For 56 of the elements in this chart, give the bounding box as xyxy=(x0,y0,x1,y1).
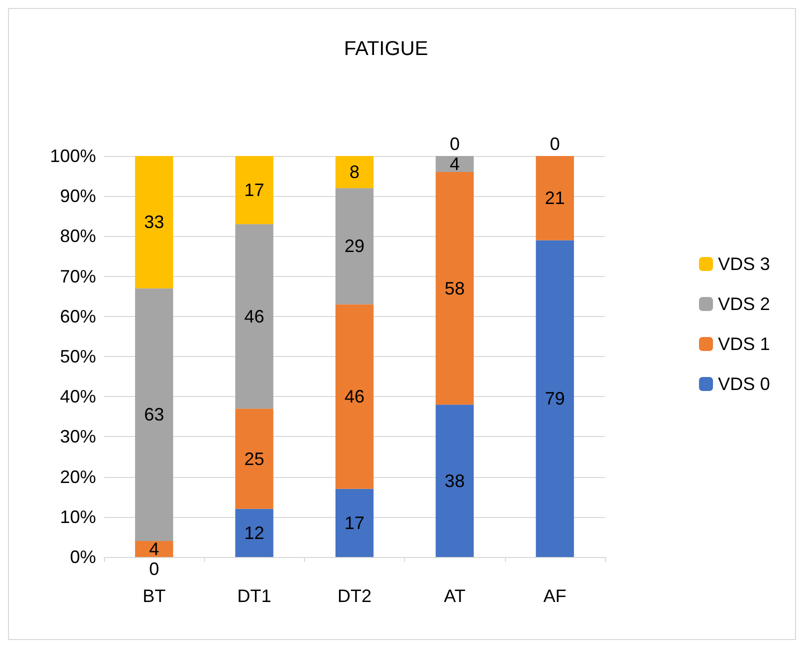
data-label: 17 xyxy=(344,512,365,533)
chart-title: FATIGUE xyxy=(344,38,428,60)
data-label: 63 xyxy=(144,404,164,425)
y-tick-label: 20% xyxy=(60,466,96,487)
bar xyxy=(436,404,474,557)
y-tick-label: 70% xyxy=(60,266,96,286)
bar xyxy=(335,304,374,489)
x-tick-label: DT2 xyxy=(337,586,372,606)
y-tick-label: 10% xyxy=(60,506,96,527)
y-tick-label: 90% xyxy=(60,186,96,206)
x-tick-label: DT1 xyxy=(237,586,272,606)
data-label: 0 xyxy=(550,134,560,154)
legend-label: VDS 3 xyxy=(718,254,770,274)
bar xyxy=(335,188,374,304)
bar xyxy=(335,156,374,188)
y-tick-label: 50% xyxy=(60,346,96,366)
bar xyxy=(235,508,274,557)
bar xyxy=(536,156,574,240)
data-label: 4 xyxy=(450,154,460,174)
data-label: 38 xyxy=(444,470,465,491)
x-tick-label: BT xyxy=(142,586,166,606)
data-label: 17 xyxy=(244,180,264,200)
bar xyxy=(436,172,474,405)
bar xyxy=(235,156,274,224)
bar xyxy=(135,288,174,541)
y-tick-label: 30% xyxy=(60,426,96,447)
data-label: 33 xyxy=(144,212,164,232)
legend-label: VDS 2 xyxy=(718,294,770,314)
x-tick-label: AF xyxy=(543,586,566,606)
y-tick-label: 40% xyxy=(60,386,96,407)
data-label: 79 xyxy=(544,388,565,409)
bar xyxy=(135,156,174,288)
data-label: 58 xyxy=(444,278,465,298)
legend-label: VDS 0 xyxy=(718,374,770,394)
bar xyxy=(235,408,274,509)
bar xyxy=(536,240,574,557)
y-tick-label: 0% xyxy=(70,547,96,567)
bar xyxy=(335,488,374,557)
bar xyxy=(135,540,174,557)
data-label: 8 xyxy=(349,162,360,182)
bar xyxy=(235,224,274,409)
data-label: 12 xyxy=(244,522,264,543)
y-tick-label: 100% xyxy=(50,146,96,166)
bar xyxy=(436,156,474,172)
legend-label: VDS 1 xyxy=(718,334,770,354)
data-label: 21 xyxy=(544,188,565,208)
data-label: 25 xyxy=(244,448,264,469)
data-label: 0 xyxy=(149,559,160,579)
data-label: 29 xyxy=(344,236,365,256)
data-label: 0 xyxy=(450,134,460,154)
y-tick-label: 60% xyxy=(60,306,96,326)
x-tick-label: AT xyxy=(444,586,466,606)
y-tick-label: 80% xyxy=(60,226,96,246)
data-label: 46 xyxy=(244,306,264,326)
data-label: 46 xyxy=(344,386,365,407)
data-label: 4 xyxy=(149,538,160,559)
